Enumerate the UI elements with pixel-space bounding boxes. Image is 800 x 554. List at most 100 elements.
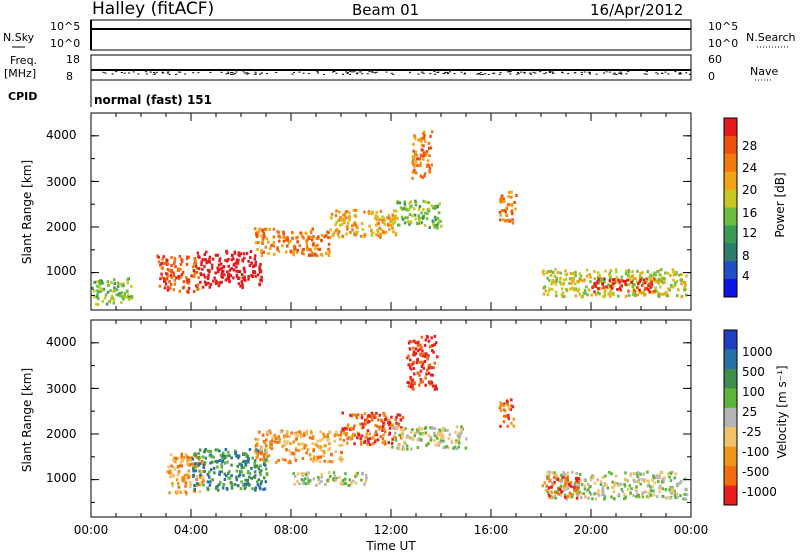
data-cell xyxy=(640,291,643,295)
data-cell xyxy=(636,286,639,289)
nave-dot xyxy=(655,72,658,74)
data-cell xyxy=(409,377,412,381)
data-cell xyxy=(679,494,682,498)
data-cell xyxy=(226,259,229,263)
data-cell xyxy=(294,247,297,251)
data-cell xyxy=(377,418,380,422)
data-cell xyxy=(435,205,439,209)
data-cell xyxy=(374,438,378,442)
data-cell xyxy=(285,448,288,452)
data-cell xyxy=(570,493,573,496)
data-cell xyxy=(358,433,361,437)
data-cell xyxy=(574,270,577,274)
data-cell xyxy=(409,200,413,204)
x-axis-label: Time UT xyxy=(366,539,416,553)
data-cell xyxy=(631,279,634,282)
nave-dot xyxy=(620,73,623,75)
data-cell xyxy=(257,478,261,482)
data-cell xyxy=(205,250,208,254)
data-cell xyxy=(422,208,425,212)
nave-dot xyxy=(371,71,374,73)
data-cell xyxy=(124,295,127,299)
data-cell xyxy=(335,430,338,434)
data-cell xyxy=(420,353,423,357)
data-cell xyxy=(498,210,502,214)
data-cell xyxy=(603,280,606,284)
data-cell xyxy=(636,475,639,478)
data-cell xyxy=(361,227,365,231)
data-cell xyxy=(430,425,434,429)
data-cell xyxy=(265,467,268,471)
data-cell xyxy=(305,432,308,436)
data-cell xyxy=(255,456,258,460)
data-cell xyxy=(436,355,439,359)
data-cell xyxy=(664,271,667,275)
data-cell xyxy=(421,432,425,436)
data-cell xyxy=(324,483,327,486)
data-cell xyxy=(257,467,261,471)
data-cell xyxy=(587,488,590,492)
nave-dot xyxy=(523,71,526,73)
data-cell xyxy=(559,271,562,275)
data-cell xyxy=(237,484,240,488)
data-cell xyxy=(383,413,386,417)
data-cell xyxy=(392,219,395,223)
data-cell xyxy=(393,426,397,430)
data-cell xyxy=(505,206,508,210)
data-cell xyxy=(564,478,567,482)
nave-dot xyxy=(433,71,436,73)
data-cell xyxy=(257,241,260,244)
data-cell xyxy=(413,353,416,357)
data-cell xyxy=(95,295,99,299)
data-cell xyxy=(351,228,354,232)
data-cell xyxy=(328,460,331,463)
data-cell xyxy=(270,447,274,451)
data-cell xyxy=(344,472,347,476)
data-cell xyxy=(670,487,674,491)
data-cell xyxy=(641,271,644,275)
data-cell xyxy=(359,234,363,238)
nave-dot xyxy=(392,73,395,75)
data-cell xyxy=(559,486,562,490)
data-cell xyxy=(438,219,441,223)
data-cell xyxy=(368,420,371,423)
data-cell xyxy=(682,280,686,284)
nave-dot xyxy=(322,73,325,75)
data-cell xyxy=(240,464,243,468)
data-cell xyxy=(328,430,332,434)
nave-dot xyxy=(645,73,648,75)
nave-dot xyxy=(346,73,349,75)
data-cell xyxy=(292,251,295,255)
data-cell xyxy=(420,360,424,364)
data-cell xyxy=(571,286,574,290)
data-cell xyxy=(589,478,593,482)
data-cell xyxy=(562,278,566,282)
data-cell xyxy=(396,446,399,450)
data-cell xyxy=(635,485,638,489)
data-cell xyxy=(267,252,270,256)
data-cell xyxy=(304,443,308,447)
data-cell xyxy=(309,457,313,461)
data-cell xyxy=(433,431,436,435)
data-cell xyxy=(434,204,437,208)
nave-dot xyxy=(260,72,263,74)
data-cell xyxy=(596,290,600,294)
data-cell xyxy=(504,401,508,405)
data-cell xyxy=(220,465,224,469)
data-cell xyxy=(400,428,403,432)
data-cell xyxy=(206,480,210,484)
data-cell xyxy=(378,218,382,221)
data-cell xyxy=(312,460,315,464)
data-cell xyxy=(444,445,447,449)
data-cell xyxy=(624,272,628,276)
noise-search-label: N.Search xyxy=(746,31,796,44)
data-cell xyxy=(200,260,203,264)
data-cell xyxy=(340,218,343,222)
data-cell xyxy=(243,459,247,463)
data-cell xyxy=(360,478,363,482)
data-cell xyxy=(255,451,258,455)
data-cell xyxy=(420,346,423,349)
data-cell xyxy=(303,443,306,447)
data-cell xyxy=(570,481,573,484)
data-cell xyxy=(639,472,642,476)
